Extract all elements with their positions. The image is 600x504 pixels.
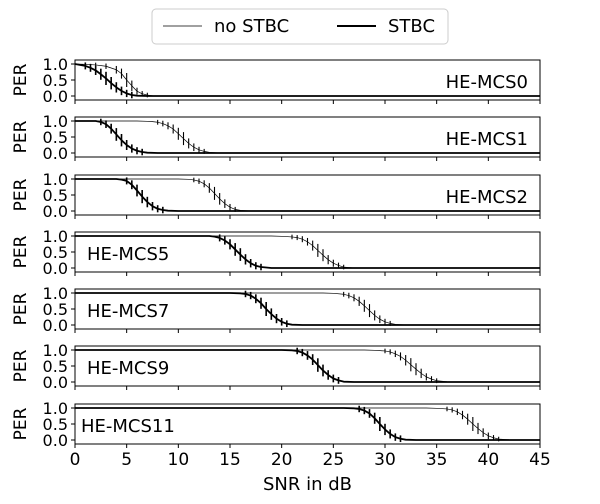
panel-he-mcs1: 0.00.51.0 PER HE-MCS1: [11, 112, 541, 163]
ytick-label-he-mcs0-2: 1.0: [43, 55, 68, 74]
xtick-label-6: 30: [374, 450, 396, 470]
panel-label-he-mcs11: HE-MCS11: [81, 416, 175, 437]
series-line-stbc-he-mcs5: [75, 235, 540, 269]
xtick-label-3: 15: [219, 450, 241, 470]
legend-stbc-label: STBC: [388, 16, 435, 37]
panel-label-he-mcs2: HE-MCS2: [446, 187, 528, 208]
ytick-label-he-mcs2-2: 1.0: [43, 170, 68, 189]
ylabel-he-mcs5: PER: [11, 235, 31, 268]
ytick-label-he-mcs2-1: 0.5: [43, 186, 68, 205]
ytick-label-he-mcs5-1: 0.5: [43, 243, 68, 262]
legend-no-stbc-label: no STBC: [214, 16, 289, 37]
legend-box: [151, 8, 449, 45]
ytick-label-he-mcs1-0: 0.0: [43, 144, 68, 163]
xtick-label-9: 45: [529, 450, 551, 470]
ytick-label-he-mcs7-0: 0.0: [43, 316, 68, 335]
panel-he-mcs5: 0.00.51.0 PER HE-MCS5: [11, 227, 541, 278]
ytick-label-he-mcs7-1: 0.5: [43, 300, 68, 319]
series-line-no-stbc-he-mcs7: [75, 292, 540, 326]
panel-label-he-mcs1: HE-MCS1: [446, 129, 528, 150]
ytick-label-he-mcs11-2: 1.0: [43, 399, 68, 418]
panel-label-he-mcs7: HE-MCS7: [87, 301, 169, 322]
ytick-label-he-mcs9-0: 0.0: [43, 373, 68, 392]
ylabel-he-mcs7: PER: [11, 292, 31, 325]
panel-he-mcs0: 0.00.51.0 PER HE-MCS0: [11, 55, 541, 106]
ytick-label-he-mcs5-0: 0.0: [43, 259, 68, 278]
ytick-label-he-mcs0-1: 0.5: [43, 71, 68, 90]
panel-label-he-mcs9: HE-MCS9: [87, 358, 169, 379]
xtick-label-7: 35: [426, 450, 448, 470]
panel-label-he-mcs5: HE-MCS5: [87, 244, 169, 265]
panel-he-mcs2: 0.00.51.0 PER HE-MCS2: [11, 170, 541, 221]
ytick-label-he-mcs2-0: 0.0: [43, 202, 68, 221]
ylabel-he-mcs1: PER: [11, 120, 31, 153]
series-line-no-stbc-he-mcs5: [75, 235, 540, 269]
xtick-label-5: 25: [323, 450, 345, 470]
ytick-label-he-mcs9-2: 1.0: [43, 341, 68, 360]
ylabel-he-mcs0: PER: [11, 63, 31, 96]
ytick-label-he-mcs7-2: 1.0: [43, 284, 68, 303]
xtick-label-1: 5: [121, 450, 132, 470]
ylabel-he-mcs9: PER: [11, 349, 31, 382]
xtick-label-2: 10: [168, 450, 190, 470]
xtick-label-4: 20: [271, 450, 293, 470]
panel-label-he-mcs0: HE-MCS0: [446, 72, 528, 93]
panel-he-mcs7: 0.00.51.0 PER HE-MCS7: [11, 284, 541, 335]
ytick-label-he-mcs9-1: 0.5: [43, 357, 68, 376]
ylabel-he-mcs2: PER: [11, 178, 31, 211]
series-line-stbc-he-mcs1: [75, 120, 540, 154]
ytick-label-he-mcs11-1: 0.5: [43, 415, 68, 434]
legend: no STBC STBC: [151, 8, 449, 45]
panel-he-mcs9: 0.00.51.0 PER HE-MCS9: [11, 341, 541, 392]
ylabel-he-mcs11: PER: [11, 407, 31, 440]
panel-he-mcs11: 0.00.51.0 0 5 10 15 20 25 30 35 40 45 PER HE-MCS11 SN…: [11, 399, 551, 495]
xtick-label-0: 0: [70, 450, 81, 470]
ytick-label-he-mcs1-1: 0.5: [43, 128, 68, 147]
ytick-label-he-mcs0-0: 0.0: [43, 87, 68, 106]
ytick-label-he-mcs5-2: 1.0: [43, 227, 68, 246]
ytick-label-he-mcs1-2: 1.0: [43, 112, 68, 131]
xtick-label-8: 40: [478, 450, 500, 470]
series-line-stbc-he-mcs2: [75, 178, 540, 212]
xlabel: SNR in dB: [263, 474, 352, 495]
ytick-label-he-mcs11-0: 0.0: [43, 431, 68, 450]
